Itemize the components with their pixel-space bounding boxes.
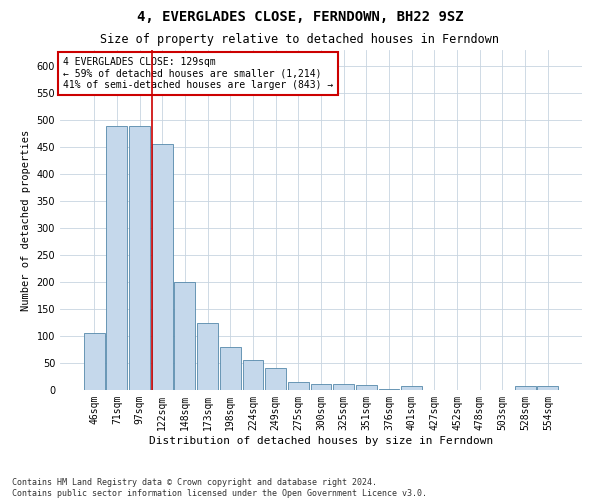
Bar bbox=[401, 386, 422, 390]
X-axis label: Distribution of detached houses by size in Ferndown: Distribution of detached houses by size … bbox=[149, 436, 493, 446]
Bar bbox=[265, 368, 286, 390]
Y-axis label: Number of detached properties: Number of detached properties bbox=[21, 130, 31, 310]
Bar bbox=[129, 126, 150, 390]
Text: Contains HM Land Registry data © Crown copyright and database right 2024.
Contai: Contains HM Land Registry data © Crown c… bbox=[12, 478, 427, 498]
Bar bbox=[242, 360, 263, 390]
Bar bbox=[538, 386, 558, 390]
Bar bbox=[220, 347, 241, 390]
Bar bbox=[288, 382, 309, 390]
Bar bbox=[106, 126, 127, 390]
Bar bbox=[515, 386, 536, 390]
Bar bbox=[356, 384, 377, 390]
Bar bbox=[333, 384, 354, 390]
Bar bbox=[84, 334, 104, 390]
Bar bbox=[175, 282, 196, 390]
Bar bbox=[311, 384, 331, 390]
Bar bbox=[152, 144, 173, 390]
Text: Size of property relative to detached houses in Ferndown: Size of property relative to detached ho… bbox=[101, 32, 499, 46]
Text: 4 EVERGLADES CLOSE: 129sqm
← 59% of detached houses are smaller (1,214)
41% of s: 4 EVERGLADES CLOSE: 129sqm ← 59% of deta… bbox=[62, 57, 333, 90]
Bar bbox=[197, 322, 218, 390]
Text: 4, EVERGLADES CLOSE, FERNDOWN, BH22 9SZ: 4, EVERGLADES CLOSE, FERNDOWN, BH22 9SZ bbox=[137, 10, 463, 24]
